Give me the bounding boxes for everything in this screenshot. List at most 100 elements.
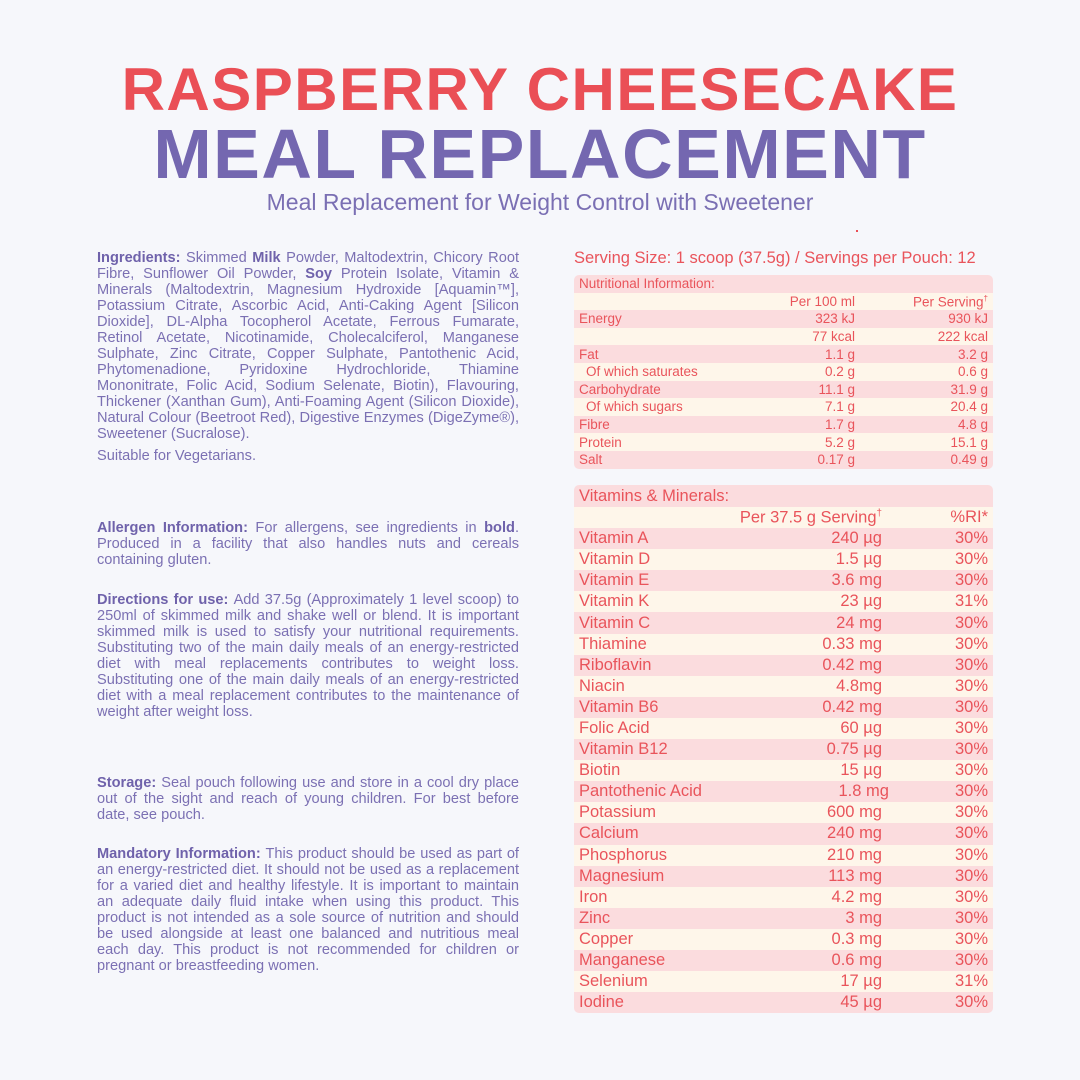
bold-text: bold (484, 520, 515, 536)
vitamin-name: Selenium (579, 972, 648, 991)
ingredients-section: Ingredients: Skimmed Milk Powder, Maltod… (97, 250, 519, 464)
vitamin-amount: 0.6 mg (831, 951, 882, 970)
nutrition-header-row: Per 100 ml Per Serving† (574, 292, 993, 311)
vitamin-name: Vitamin E (579, 571, 650, 590)
vitamin-amount: 0.42 mg (822, 697, 882, 716)
text: Skimmed (185, 250, 253, 266)
header-per-serving: Per 37.5 g Serving† (682, 508, 882, 528)
vitamin-ri: 30% (954, 866, 988, 885)
vegetarian-note: Suitable for Vegetarians. (97, 448, 257, 464)
vitamin-row: Zinc 3 mg 30% (574, 907, 993, 929)
per-100ml-value: 323 kJ (815, 311, 855, 327)
vitamin-amount: 600 mg (826, 803, 882, 822)
vitamin-ri: 30% (954, 613, 988, 632)
text: . Produced in a facility that also handl… (97, 520, 519, 568)
per-100ml-value: 7.1 g (824, 399, 855, 415)
vitamin-row: Copper 0.3 mg 30% (574, 928, 993, 950)
vitamin-name: Phosphorus (579, 845, 668, 864)
vitamin-row: Iodine 45 µg 30% (574, 992, 993, 1014)
per-serving-value: 3.2 g (957, 346, 988, 362)
nutrition-row: Energy 323 kJ 930 kJ (574, 310, 993, 328)
vitamin-ri: 31% (954, 972, 988, 991)
vitamin-name: Iron (579, 887, 608, 906)
bold-text: Ingredients: (97, 250, 186, 266)
vitamin-name: Vitamin A (579, 529, 649, 548)
nutrient-name: Fibre (579, 417, 610, 433)
vitamin-row: Vitamin D 1.5 µg 30% (574, 549, 993, 571)
vitamin-name: Vitamin C (579, 613, 651, 632)
vitamin-row: Vitamin C 24 mg 30% (574, 612, 993, 634)
nutrition-row: Protein 5.2 g 15.1 g (574, 433, 993, 451)
vitamin-ri: 30% (954, 676, 988, 695)
per-100ml-value: 1.1 g (824, 346, 855, 362)
nutrition-table-title-row: Nutritional Information: (574, 275, 993, 293)
vitamin-ri: 30% (954, 740, 988, 759)
nutrient-name: Protein (579, 434, 622, 450)
vitamin-name: Calcium (579, 824, 639, 843)
vitamin-row: Vitamin B6 0.42 mg 30% (574, 696, 993, 718)
nutrition-row: Fibre 1.7 g 4.8 g (574, 415, 993, 434)
vitamin-ri: 30% (954, 782, 988, 801)
vitamin-ri: 30% (954, 845, 988, 864)
vitamin-amount: 1.8 mg (838, 782, 889, 801)
vitamin-name: Iodine (579, 993, 624, 1012)
vitamin-name: Potassium (579, 803, 657, 822)
vitamin-amount: 1.5 µg (835, 550, 882, 569)
vitamins-header-row: Per 37.5 g Serving† %RI* (574, 507, 993, 529)
per-serving-value: 0.6 g (957, 364, 988, 380)
bold-text: Soy (305, 266, 333, 282)
bold-text: Allergen Information: (97, 520, 256, 536)
nutrient-name: Carbohydrate (579, 381, 661, 397)
vitamin-row: Niacin 4.8mg 30% (574, 675, 993, 697)
vitamin-ri: 30% (954, 803, 988, 822)
vitamin-row: Calcium 240 mg 30% (574, 823, 993, 845)
vitamin-amount: 60 µg (840, 718, 882, 737)
dagger-mark: † (876, 507, 883, 519)
vitamin-amount: 0.33 mg (822, 634, 882, 653)
vitamin-row: Magnesium 113 mg 30% (574, 865, 993, 887)
vitamin-amount: 240 mg (826, 824, 882, 843)
nutrition-row: Of which sugars 7.1 g 20.4 g (574, 398, 993, 416)
vitamin-row: Manganese 0.6 mg 30% (574, 949, 993, 972)
vitamin-name: Folic Acid (579, 718, 650, 737)
decorative-dot (856, 230, 858, 232)
vitamin-amount: 0.3 mg (831, 929, 882, 948)
text: Seal pouch following use and store in a … (97, 775, 519, 823)
text: Add 37.5g (Approximately 1 level scoop) … (97, 592, 519, 720)
nutrition-row: Carbohydrate 11.1 g 31.9 g (574, 380, 993, 399)
vitamin-ri: 30% (954, 697, 988, 716)
vitamin-amount: 15 µg (840, 761, 882, 780)
per-100ml-value: 11.1 g (818, 381, 855, 397)
vitamin-ri: 30% (954, 550, 988, 569)
nutrition-row: Of which saturates 0.2 g 0.6 g (574, 362, 993, 381)
vitamin-amount: 0.75 µg (826, 740, 882, 759)
header-per-serving-label: Per Serving (912, 294, 984, 310)
header-per-100ml: Per 100 ml (789, 293, 855, 309)
vitamin-row: Vitamin K 23 µg 31% (574, 591, 993, 613)
nutrition-row: 77 kcal 222 kcal (574, 327, 993, 346)
bold-text: Milk (252, 250, 281, 266)
header-ri: %RI* (950, 508, 988, 527)
nutrient-name: Salt (579, 452, 603, 468)
storage-section: Storage: Seal pouch following use and st… (97, 775, 519, 823)
per-serving-value: 31.9 g (950, 381, 988, 397)
vitamin-ri: 30% (954, 887, 988, 906)
vitamin-row: Phosphorus 210 mg 30% (574, 844, 993, 866)
vitamin-amount: 23 µg (840, 592, 882, 611)
vitamin-amount: 45 µg (840, 993, 882, 1012)
product-title: RASPBERRY CHEESECAKE (121, 56, 959, 123)
vitamin-ri: 30% (954, 951, 988, 970)
vitamins-table: Vitamins & Minerals: Per 37.5 g Serving†… (574, 485, 993, 1014)
text: This product should be used as part of a… (97, 846, 519, 974)
vitamin-ri: 31% (954, 592, 988, 611)
product-description: Meal Replacement for Weight Control with… (266, 189, 814, 215)
vitamin-ri: 30% (954, 929, 988, 948)
vitamin-ri: 30% (954, 529, 988, 548)
header-per-serving-label: Per 37.5 g Serving (739, 508, 877, 527)
per-100ml-value: 0.17 g (817, 452, 855, 468)
vitamin-row: Folic Acid 60 µg 30% (574, 717, 993, 740)
header-per-serving: Per Serving† (855, 294, 988, 310)
text: Powder, Maltodextrin, Chicory Root Fibre… (97, 250, 520, 282)
vitamin-row: Selenium 17 µg 31% (574, 971, 993, 993)
text: Protein Isolate, Vitamin & Minerals (Mal… (97, 266, 519, 442)
